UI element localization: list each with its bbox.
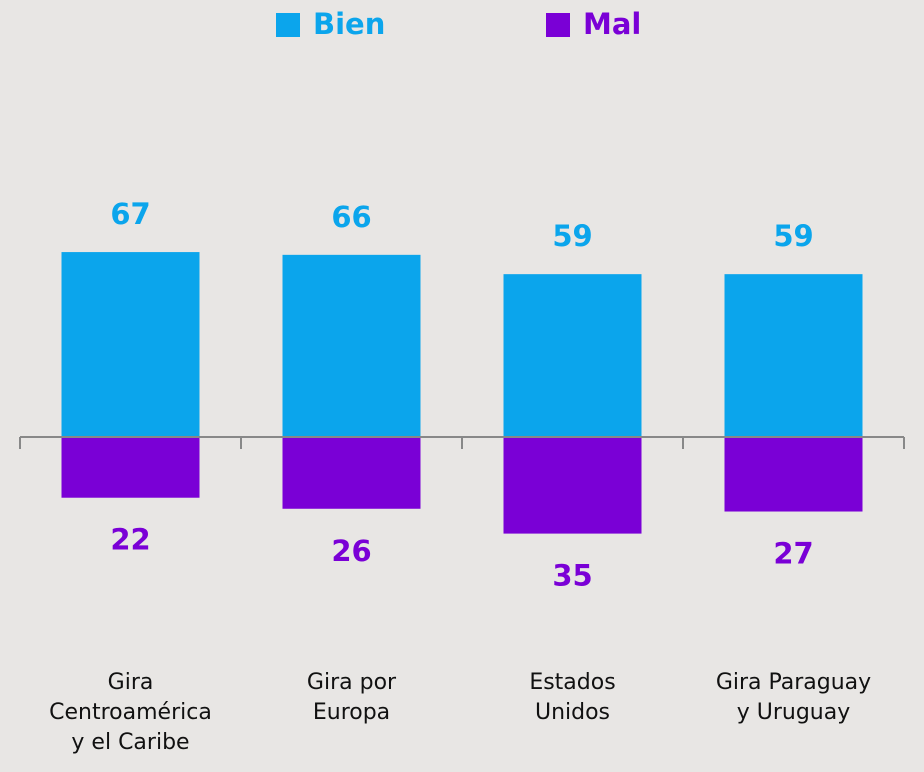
data-label: 26 xyxy=(331,534,371,568)
x-tick-label: Gira por Europa xyxy=(306,670,397,725)
bar xyxy=(61,252,200,437)
bar xyxy=(282,437,421,509)
x-tick-label: Gira Paraguay y Uruguay xyxy=(715,670,872,725)
legend-swatch xyxy=(546,13,570,37)
bar xyxy=(503,274,642,437)
bar xyxy=(61,437,200,498)
data-label: 59 xyxy=(552,219,592,253)
data-label: 27 xyxy=(773,537,813,571)
x-tick-label: Estados Unidos xyxy=(529,670,616,725)
data-label: 67 xyxy=(110,197,150,231)
data-label: 59 xyxy=(773,219,813,253)
data-label: 66 xyxy=(331,200,371,234)
bar xyxy=(282,254,421,437)
x-tick-label: Gira Centroamérica y el Caribe xyxy=(49,670,212,755)
legend-label: Mal xyxy=(583,7,641,41)
data-label: 22 xyxy=(110,523,150,557)
bar xyxy=(724,274,863,437)
legend-swatch xyxy=(276,13,300,37)
legend-label: Bien xyxy=(313,7,385,41)
bar xyxy=(503,437,642,534)
bar xyxy=(724,437,863,512)
data-label: 35 xyxy=(552,559,592,593)
